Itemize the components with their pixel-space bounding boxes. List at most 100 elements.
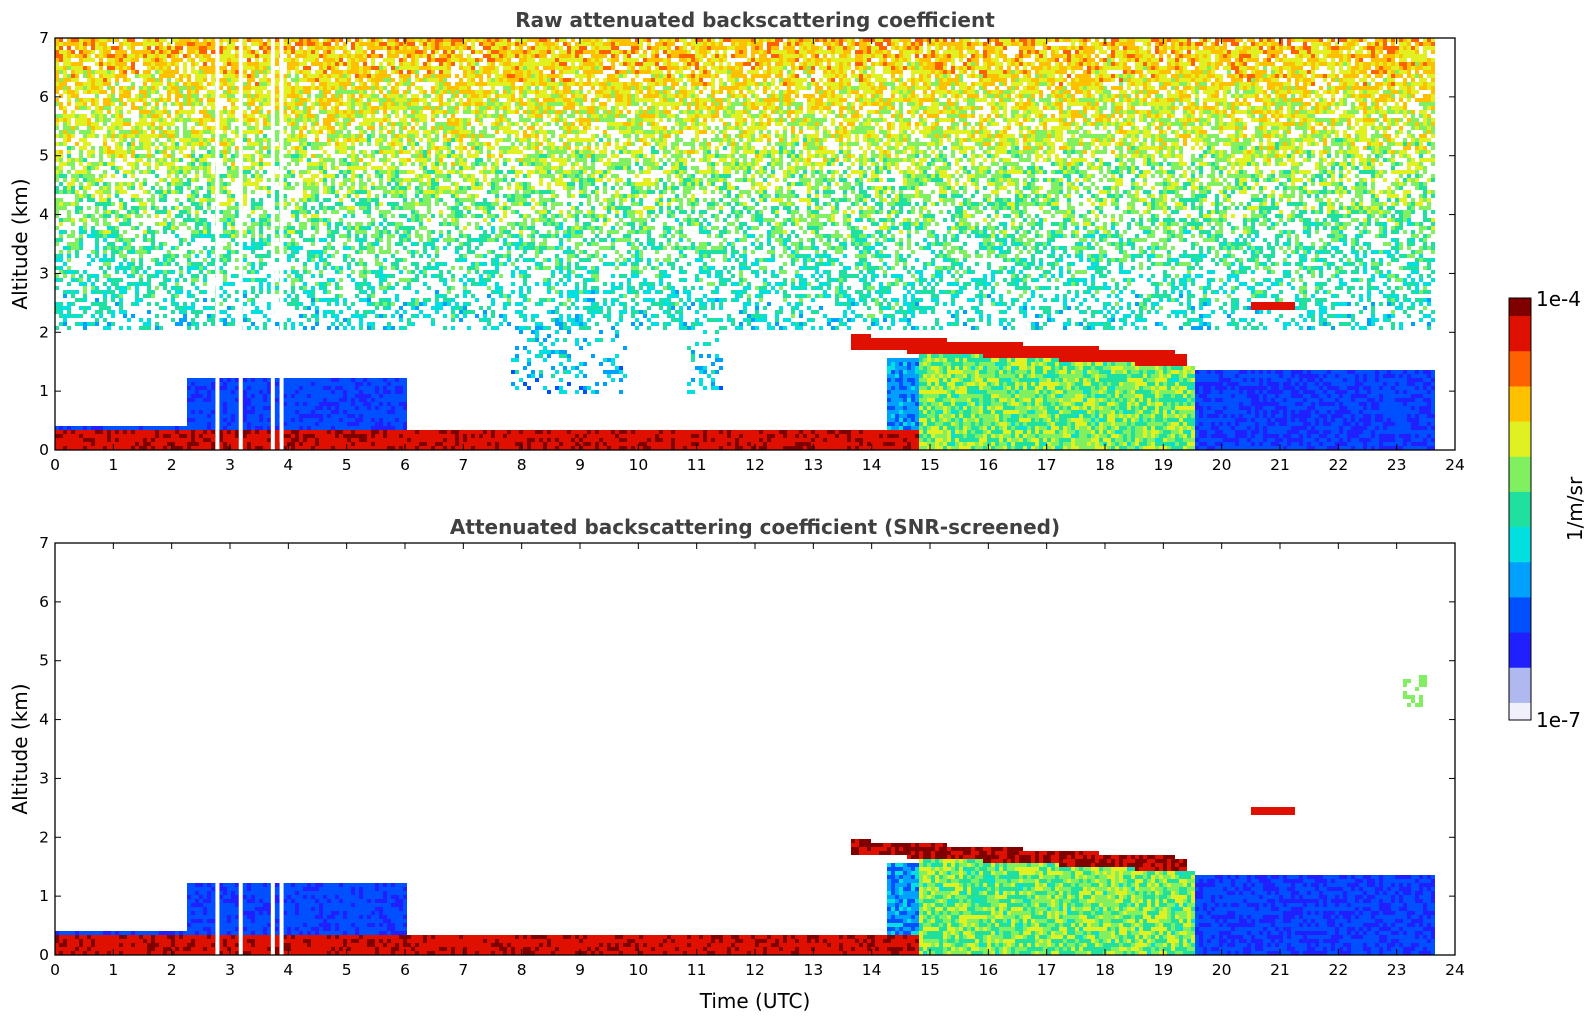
heatmap-cell: [195, 402, 199, 406]
heatmap-cell: [275, 398, 279, 402]
heatmap-cell: [263, 386, 267, 390]
heatmap-cell: [107, 50, 111, 54]
heatmap-cell: [199, 206, 203, 210]
heatmap-cell: [359, 126, 363, 130]
heatmap-cell: [199, 382, 203, 386]
heatmap-cell: [259, 42, 263, 46]
heatmap-cell: [207, 150, 211, 154]
heatmap-cell: [99, 174, 103, 178]
heatmap-cell: [179, 86, 183, 90]
heatmap-cell: [275, 50, 279, 54]
heatmap-cell: [227, 410, 231, 414]
heatmap-cell: [315, 406, 319, 410]
heatmap-cell: [243, 434, 247, 438]
heatmap-cell: [275, 250, 279, 254]
heatmap-cell: [247, 78, 251, 82]
heatmap-cell: [167, 182, 171, 186]
heatmap-cell: [367, 126, 371, 130]
heatmap-cell: [155, 158, 159, 162]
heatmap-cell: [307, 106, 311, 110]
heatmap-cell: [247, 298, 251, 302]
heatmap-cell: [235, 434, 239, 438]
heatmap-cell: [295, 406, 299, 410]
heatmap-cell: [159, 438, 163, 442]
heatmap-cell: [75, 242, 79, 246]
heatmap-cell: [227, 430, 231, 434]
heatmap-cell: [291, 230, 295, 234]
heatmap-cell: [91, 82, 95, 86]
heatmap-cell: [331, 86, 335, 90]
heatmap-cell: [327, 222, 331, 226]
heatmap-cell: [395, 38, 399, 42]
heatmap-cell: [179, 42, 183, 46]
heatmap-cell: [379, 182, 383, 186]
heatmap-cell: [299, 62, 303, 66]
heatmap-cell: [195, 178, 199, 182]
heatmap-cell: [231, 58, 235, 62]
heatmap-cell: [179, 434, 183, 438]
heatmap-cell: [255, 74, 259, 78]
heatmap-cell: [235, 58, 239, 62]
heatmap-cell: [179, 266, 183, 270]
heatmap-cell: [303, 190, 307, 194]
heatmap-cell: [247, 62, 251, 66]
heatmap-cell: [267, 250, 271, 254]
heatmap-cell: [247, 66, 251, 70]
heatmap-cell: [299, 222, 303, 226]
heatmap-cell: [223, 278, 227, 282]
heatmap-cell: [307, 382, 311, 386]
heatmap-cell: [231, 94, 235, 98]
heatmap-cell: [179, 202, 183, 206]
heatmap-cell: [231, 54, 235, 58]
heatmap-cell: [311, 402, 315, 406]
heatmap-cell: [387, 142, 391, 146]
heatmap-cell: [275, 394, 279, 398]
heatmap-cell: [387, 74, 391, 78]
heatmap-cell: [367, 122, 371, 126]
heatmap-cell: [83, 86, 87, 90]
heatmap-cell: [223, 134, 227, 138]
heatmap-cell: [343, 442, 347, 446]
heatmap-cell: [191, 310, 195, 314]
heatmap-cell: [391, 302, 395, 306]
heatmap-cell: [263, 214, 267, 218]
heatmap-cell: [231, 114, 235, 118]
heatmap-cell: [75, 198, 79, 202]
heatmap-cell: [103, 290, 107, 294]
heatmap-cell: [339, 378, 343, 382]
heatmap-cell: [335, 146, 339, 150]
heatmap-cell: [231, 426, 235, 430]
heatmap-cell: [171, 138, 175, 142]
heatmap-cell: [195, 206, 199, 210]
heatmap-cell: [387, 250, 391, 254]
heatmap-cell: [319, 442, 323, 446]
heatmap-cell: [347, 134, 351, 138]
heatmap-cell: [331, 418, 335, 422]
heatmap-cell: [123, 122, 127, 126]
heatmap-cell: [295, 434, 299, 438]
heatmap-cell: [143, 94, 147, 98]
heatmap-cell: [203, 226, 207, 230]
heatmap-cell: [191, 390, 195, 394]
heatmap-cell: [335, 74, 339, 78]
heatmap-cell: [363, 166, 367, 170]
heatmap-cell: [295, 122, 299, 126]
heatmap-cell: [387, 230, 391, 234]
heatmap-cell: [187, 394, 191, 398]
heatmap-cell: [391, 62, 395, 66]
heatmap-cell: [107, 230, 111, 234]
heatmap-cell: [371, 218, 375, 222]
heatmap-cell: [207, 426, 211, 430]
heatmap-cell: [303, 74, 307, 78]
heatmap-cell: [387, 286, 391, 290]
heatmap-cell: [223, 202, 227, 206]
heatmap-cell: [107, 290, 111, 294]
heatmap-cell: [159, 82, 163, 86]
heatmap-cell: [319, 258, 323, 262]
heatmap-cell: [203, 394, 207, 398]
heatmap-cell: [211, 186, 215, 190]
heatmap-cell: [395, 150, 399, 154]
heatmap-cell: [123, 258, 127, 262]
heatmap-cell: [75, 278, 79, 282]
heatmap-cell: [295, 206, 299, 210]
